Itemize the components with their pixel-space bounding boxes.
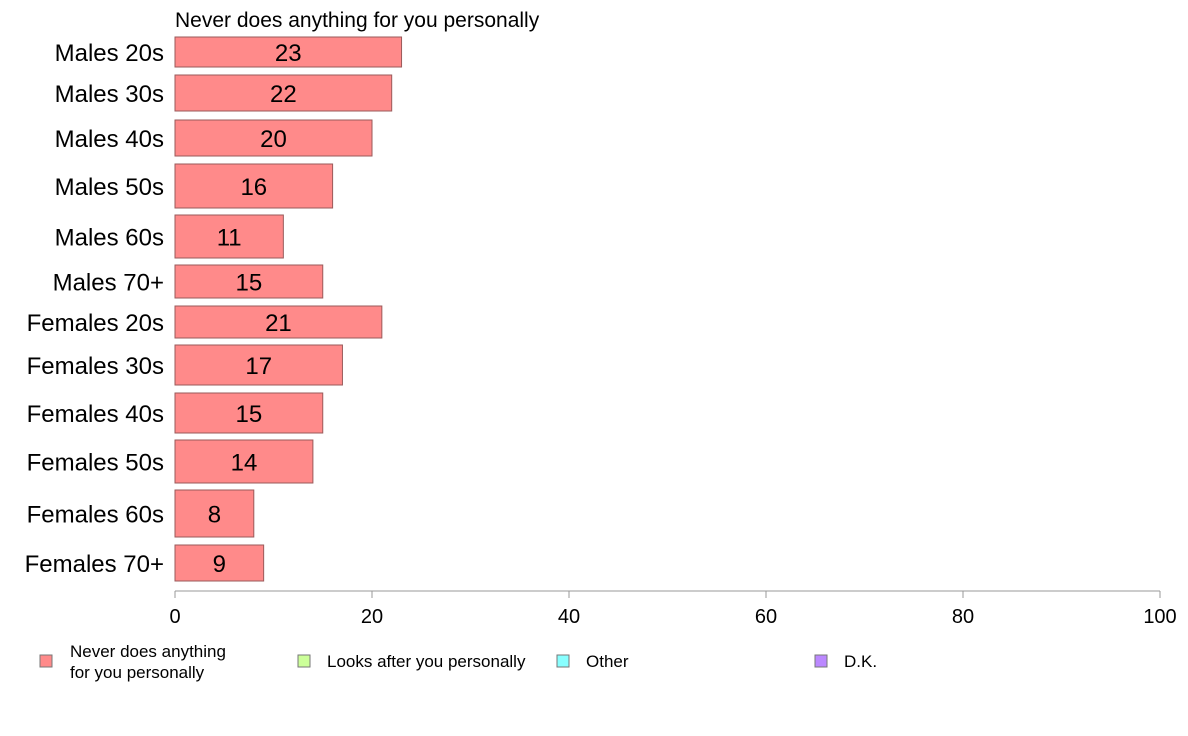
bar bbox=[174, 344, 343, 386]
category-label: Males 60s bbox=[55, 225, 164, 252]
bar-value-label: 15 bbox=[236, 270, 263, 297]
category-label: Females 30s bbox=[27, 353, 164, 380]
bar bbox=[174, 74, 393, 112]
category-label: Males 20s bbox=[55, 40, 164, 67]
bar-value-label: 14 bbox=[231, 450, 258, 477]
legend-label: D.K. bbox=[844, 652, 877, 671]
legend: Never does anything for you personally Loo… bbox=[39, 642, 877, 682]
legend-swatch bbox=[297, 654, 311, 668]
x-tick-label: 20 bbox=[361, 606, 383, 628]
x-tick-label: 40 bbox=[558, 606, 580, 628]
x-tick-label: 60 bbox=[755, 606, 777, 628]
x-tick-label: 100 bbox=[1143, 606, 1176, 628]
legend-label: Looks after you personally bbox=[327, 652, 526, 671]
category-label: Males 50s bbox=[55, 174, 164, 201]
bar-value-label: 11 bbox=[217, 225, 242, 252]
bar bbox=[174, 489, 255, 538]
bar-value-label: 16 bbox=[240, 174, 267, 201]
category-label: Females 60s bbox=[27, 502, 164, 529]
category-label: Males 40s bbox=[55, 126, 164, 153]
bar bbox=[174, 119, 373, 157]
bar bbox=[174, 544, 265, 582]
x-tick-label: 80 bbox=[952, 606, 974, 628]
x-tick-label: 0 bbox=[169, 606, 180, 628]
legend-swatch bbox=[39, 654, 53, 668]
category-label: Males 30s bbox=[55, 81, 164, 108]
x-axis: 0 20 40 60 80 100 bbox=[169, 590, 1177, 628]
bar bbox=[174, 305, 383, 339]
bar bbox=[174, 36, 403, 68]
category-label: Females 20s bbox=[27, 310, 164, 337]
legend-label: Other bbox=[586, 652, 629, 671]
bar-value-label: 15 bbox=[236, 401, 263, 428]
bar-value-label: 20 bbox=[260, 126, 287, 153]
bar-value-label: 17 bbox=[245, 353, 272, 380]
bar bbox=[174, 392, 324, 434]
bar-value-label: 9 bbox=[213, 551, 226, 578]
bar-value-label: 23 bbox=[275, 40, 302, 67]
bar-value-label: 8 bbox=[208, 502, 221, 529]
category-label: Females 40s bbox=[27, 401, 164, 428]
chart-title: Never does anything for you personally bbox=[175, 9, 540, 32]
legend-label: for you personally bbox=[70, 663, 205, 682]
bar-value-label: 21 bbox=[265, 310, 292, 337]
category-label: Males 70+ bbox=[53, 270, 164, 297]
category-label: Females 50s bbox=[27, 450, 164, 477]
bar bbox=[174, 264, 324, 299]
bars-group: Males 20s 23 Males 30s 22 Males 40s 20 Males 5… bbox=[25, 36, 403, 582]
legend-label: Never does anything bbox=[70, 642, 226, 661]
bar-value-label: 22 bbox=[270, 81, 297, 108]
bar bbox=[174, 163, 334, 209]
bar bbox=[174, 439, 314, 484]
legend-swatch bbox=[556, 654, 570, 668]
legend-swatch bbox=[814, 654, 828, 668]
category-label: Females 70+ bbox=[25, 551, 164, 578]
bar bbox=[174, 214, 284, 259]
